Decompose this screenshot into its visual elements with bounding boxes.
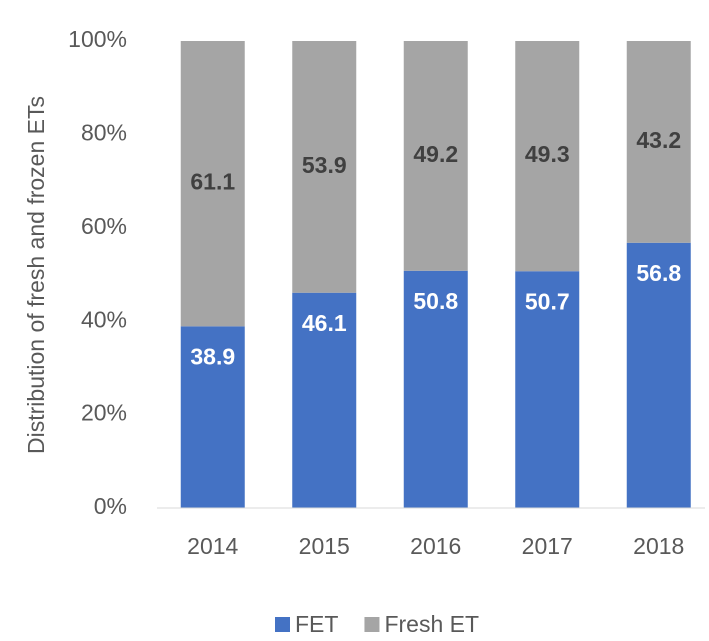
- y-tick-label: 40%: [81, 306, 127, 332]
- data-label: 46.1: [302, 310, 347, 336]
- data-label: 56.8: [636, 260, 681, 286]
- bar-segment: [292, 41, 357, 293]
- data-label: 50.7: [525, 288, 570, 314]
- legend-label: FET: [295, 611, 338, 637]
- data-label: 49.3: [525, 141, 570, 167]
- bar-segment: [626, 41, 691, 243]
- y-tick-label: 0%: [94, 493, 127, 519]
- data-label: 53.9: [302, 152, 347, 178]
- legend-swatch: [275, 617, 290, 632]
- data-label: 61.1: [190, 169, 235, 195]
- bar-segment: [403, 41, 468, 271]
- x-tick-label: 2014: [187, 533, 238, 559]
- legend-label: Fresh ET: [384, 611, 479, 637]
- y-tick-label: 100%: [68, 26, 127, 52]
- y-tick-label: 20%: [81, 400, 127, 426]
- bar-segment: [515, 41, 580, 272]
- x-tick-label: 2016: [410, 533, 461, 559]
- bar-segment: [626, 242, 691, 508]
- bar-segment: [180, 326, 245, 508]
- y-axis-label: Distribution of fresh and frozen ETs: [23, 96, 49, 454]
- x-tick-label: 2017: [522, 533, 573, 559]
- bar-segment: [180, 41, 245, 327]
- y-tick-label: 80%: [81, 119, 127, 145]
- bar-segment: [292, 292, 357, 508]
- y-tick-label: 60%: [81, 213, 127, 239]
- data-label: 50.8: [413, 288, 458, 314]
- data-label: 43.2: [636, 127, 681, 153]
- data-label: 38.9: [190, 343, 235, 369]
- x-tick-label: 2015: [299, 533, 350, 559]
- x-tick-label: 2018: [633, 533, 684, 559]
- legend-swatch: [364, 617, 380, 632]
- data-label: 49.2: [413, 141, 458, 167]
- bar-segment: [403, 270, 468, 508]
- bar-segment: [515, 271, 580, 508]
